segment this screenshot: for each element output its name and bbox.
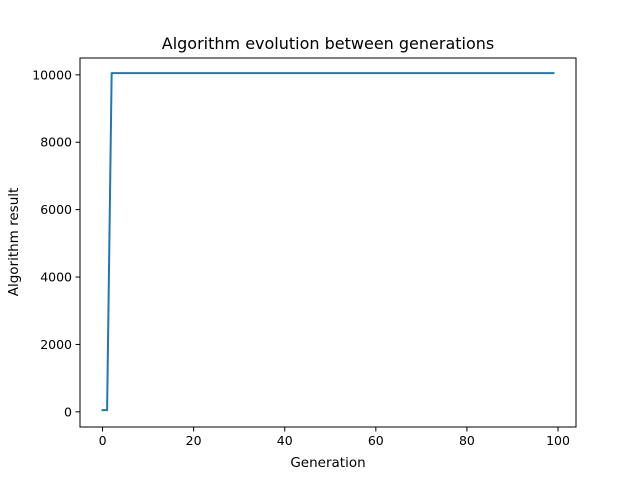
y-tick-label: 2000 — [40, 337, 72, 352]
y-tick-label: 8000 — [40, 135, 72, 150]
plot-area-background — [80, 58, 576, 427]
x-tick-label: 80 — [459, 433, 475, 448]
series-layer — [101, 72, 555, 412]
chart-title: Algorithm evolution between generations — [162, 34, 495, 53]
x-tick-label: 40 — [277, 433, 293, 448]
y-axis-ticks: 0 2000 4000 6000 8000 10000 — [32, 67, 80, 419]
x-axis-label: Generation — [290, 455, 365, 471]
x-tick-label: 20 — [186, 433, 202, 448]
x-axis-ticks: 0 20 40 60 80 100 — [99, 427, 570, 448]
y-tick-label: 0 — [64, 404, 72, 419]
y-tick-label: 10000 — [32, 67, 72, 82]
y-tick-label: 6000 — [40, 202, 72, 217]
y-tick-label: 4000 — [40, 270, 72, 285]
plot-frame — [79, 57, 577, 428]
x-tick-label: 100 — [546, 433, 570, 448]
series-line — [101, 72, 555, 412]
x-tick-label: 0 — [99, 433, 107, 448]
x-tick-label: 60 — [368, 433, 384, 448]
y-axis-label: Algorithm result — [6, 188, 22, 297]
